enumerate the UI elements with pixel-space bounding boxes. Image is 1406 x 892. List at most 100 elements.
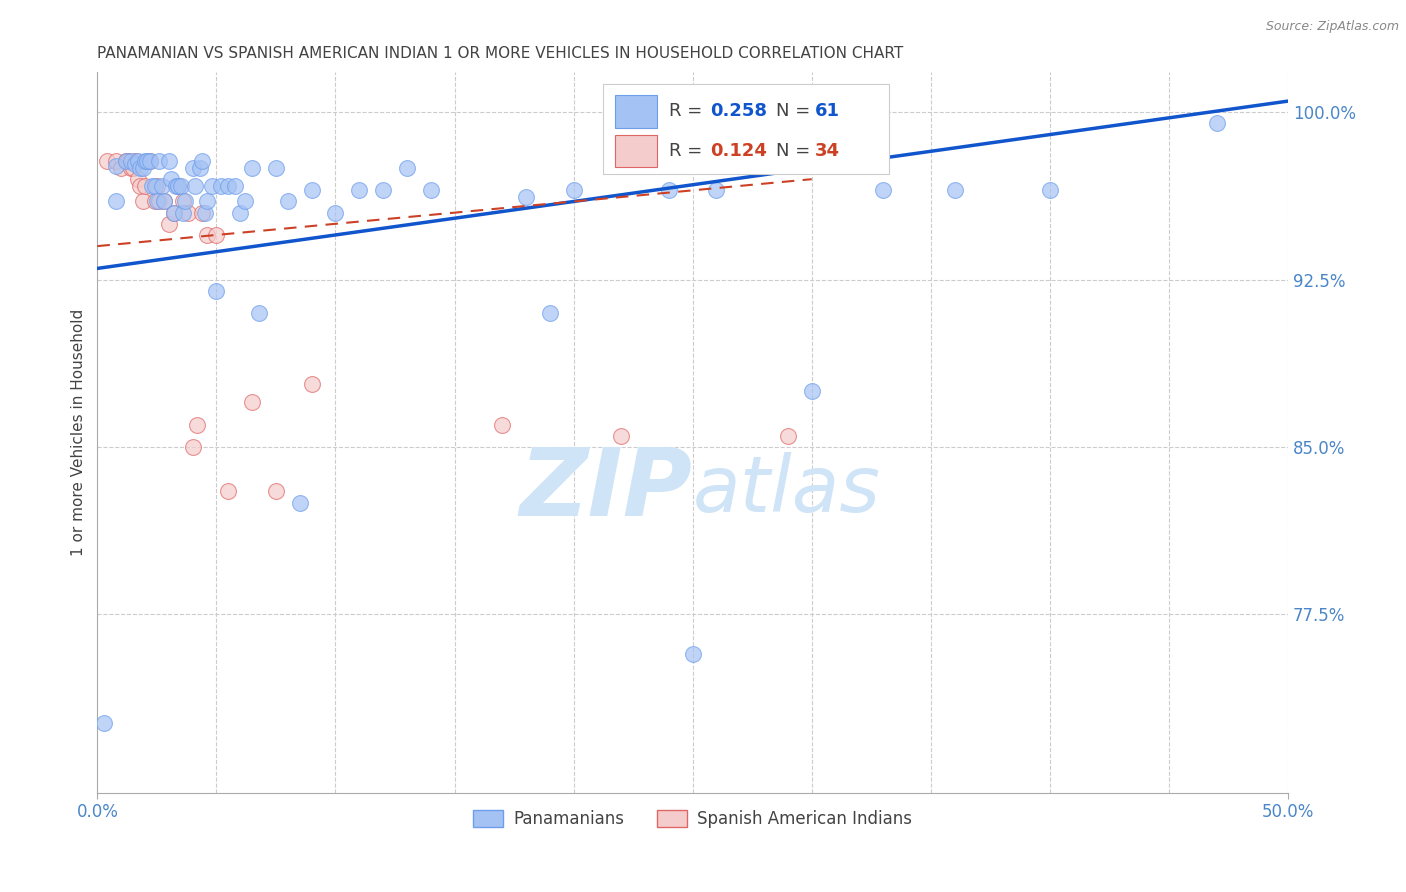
Point — [129, 161, 152, 175]
Point — [349, 183, 371, 197]
Point — [165, 178, 187, 193]
Point — [117, 154, 139, 169]
Point — [191, 154, 214, 169]
Point — [277, 194, 299, 209]
Text: 34: 34 — [815, 142, 841, 160]
Point — [1205, 116, 1227, 130]
Text: 0.258: 0.258 — [710, 102, 768, 120]
Point — [105, 159, 128, 173]
Point — [136, 154, 159, 169]
Point — [146, 194, 169, 209]
Point — [1039, 183, 1062, 197]
Point — [115, 154, 138, 169]
Point — [264, 161, 287, 175]
Point — [139, 154, 162, 169]
Point — [562, 183, 585, 197]
Point — [120, 161, 142, 175]
Point — [240, 395, 263, 409]
Text: N =: N = — [776, 142, 815, 160]
Point — [122, 161, 145, 175]
Point — [191, 205, 214, 219]
Point — [181, 440, 204, 454]
Text: atlas: atlas — [693, 452, 880, 528]
Point — [193, 205, 215, 219]
FancyBboxPatch shape — [616, 95, 657, 128]
Point — [146, 178, 169, 193]
Point — [301, 183, 323, 197]
Point — [395, 161, 418, 175]
Point — [105, 154, 128, 169]
Point — [872, 183, 894, 197]
Point — [127, 172, 149, 186]
Point — [160, 172, 183, 186]
Point — [141, 178, 163, 193]
Point — [288, 496, 311, 510]
Point — [172, 205, 194, 219]
Point — [181, 161, 204, 175]
Point — [217, 484, 239, 499]
Point — [515, 190, 537, 204]
Point — [110, 161, 132, 175]
Point — [134, 154, 156, 169]
Point — [150, 178, 173, 193]
Point — [177, 205, 200, 219]
Point — [205, 284, 228, 298]
Point — [96, 154, 118, 169]
Point — [800, 384, 823, 398]
Point — [124, 156, 146, 170]
Text: R =: R = — [669, 142, 707, 160]
Text: ZIP: ZIP — [520, 444, 693, 536]
Point — [195, 194, 218, 209]
Point — [301, 377, 323, 392]
Text: Source: ZipAtlas.com: Source: ZipAtlas.com — [1265, 20, 1399, 33]
Point — [224, 178, 246, 193]
Point — [240, 161, 263, 175]
Point — [148, 194, 170, 209]
Point — [139, 154, 162, 169]
Y-axis label: 1 or more Vehicles in Household: 1 or more Vehicles in Household — [72, 309, 86, 556]
Point — [682, 648, 704, 662]
Text: R =: R = — [669, 102, 707, 120]
Point — [172, 194, 194, 209]
Point — [491, 417, 513, 432]
Point — [162, 205, 184, 219]
Point — [205, 227, 228, 242]
Point — [131, 161, 153, 175]
Point — [143, 178, 166, 193]
Point — [195, 227, 218, 242]
Text: 0.124: 0.124 — [710, 142, 768, 160]
Point — [143, 194, 166, 209]
Point — [105, 194, 128, 209]
Point — [131, 194, 153, 209]
Point — [148, 154, 170, 169]
Point — [233, 194, 256, 209]
Point — [174, 194, 197, 209]
Point — [264, 484, 287, 499]
Point — [188, 161, 211, 175]
Text: 61: 61 — [815, 102, 841, 120]
Point — [127, 154, 149, 169]
Point — [129, 178, 152, 193]
Point — [157, 154, 180, 169]
Point — [124, 154, 146, 169]
Point — [325, 205, 347, 219]
Point — [776, 428, 799, 442]
Point — [184, 178, 207, 193]
Point — [209, 178, 232, 193]
Point — [538, 306, 561, 320]
Point — [706, 183, 728, 197]
Point — [153, 194, 176, 209]
Point — [201, 178, 224, 193]
Point — [115, 154, 138, 169]
Point — [943, 183, 966, 197]
FancyBboxPatch shape — [603, 85, 889, 175]
Point — [419, 183, 441, 197]
Point — [229, 205, 252, 219]
Point — [153, 194, 176, 209]
Point — [134, 178, 156, 193]
Point — [162, 205, 184, 219]
Point — [167, 178, 190, 193]
Point — [157, 217, 180, 231]
Point — [658, 183, 681, 197]
Point — [247, 306, 270, 320]
